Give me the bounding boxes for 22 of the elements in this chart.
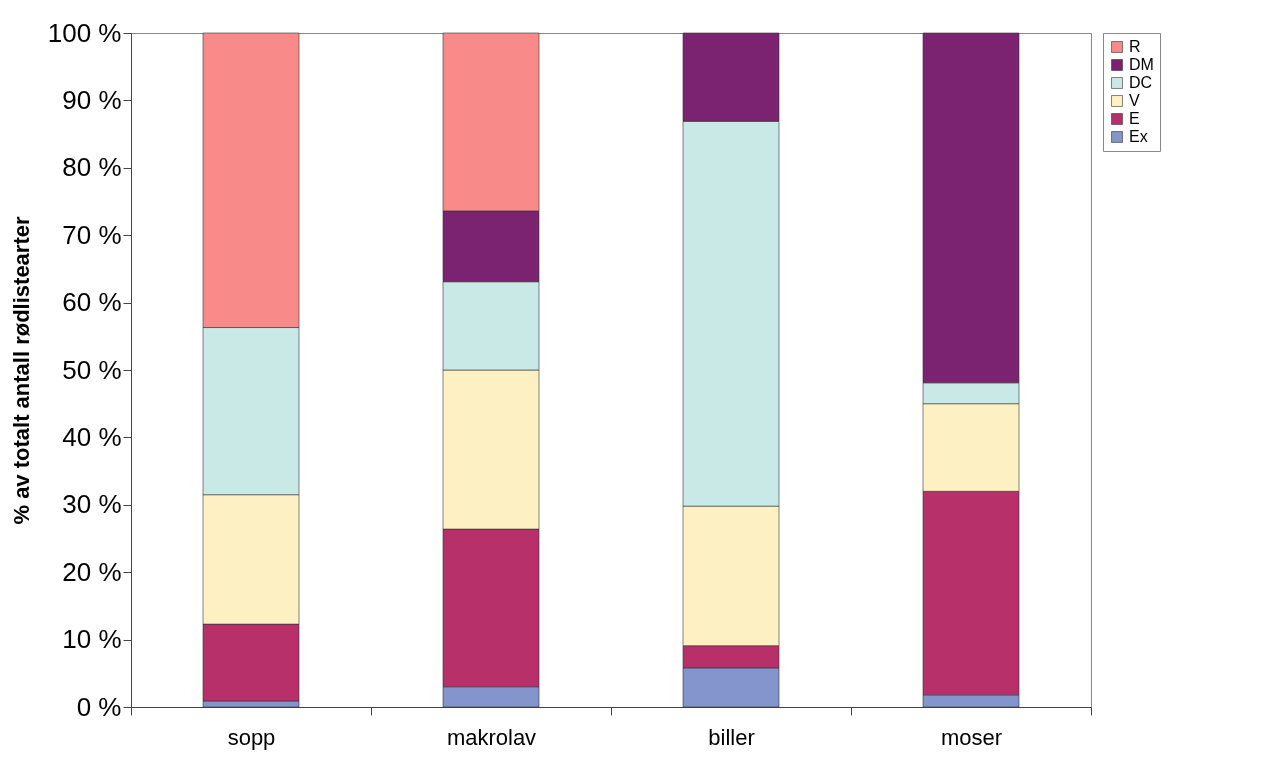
y-tick-label: 80 % (62, 152, 122, 183)
legend-label: DM (1129, 56, 1154, 73)
x-tick-label: sopp (227, 724, 276, 750)
y-tick-label: 50 % (62, 354, 122, 385)
y-tick-label: 90 % (62, 84, 122, 115)
y-tick-label: 60 % (62, 287, 122, 318)
y-tick-label: 100 % (47, 17, 122, 48)
x-tick-label: makrolav (446, 724, 537, 750)
y-tick-label: 40 % (62, 421, 122, 452)
legend-label: DC (1129, 74, 1153, 91)
y-tick-label: 20 % (62, 556, 122, 587)
legend-label: Ex (1129, 128, 1148, 145)
legend-label: V (1129, 92, 1140, 109)
x-tick-label: biller (708, 724, 755, 750)
y-axis-title: % av totalt antall rødlistearter (8, 216, 34, 525)
y-tick-label: 30 % (62, 489, 122, 520)
y-tick-label: 70 % (62, 219, 122, 250)
legend-label: E (1129, 110, 1140, 127)
y-tick-label: 0 % (76, 691, 122, 722)
legend-label: R (1129, 38, 1141, 55)
y-tick-label: 10 % (62, 624, 122, 655)
x-tick-label: moser (940, 724, 1003, 750)
